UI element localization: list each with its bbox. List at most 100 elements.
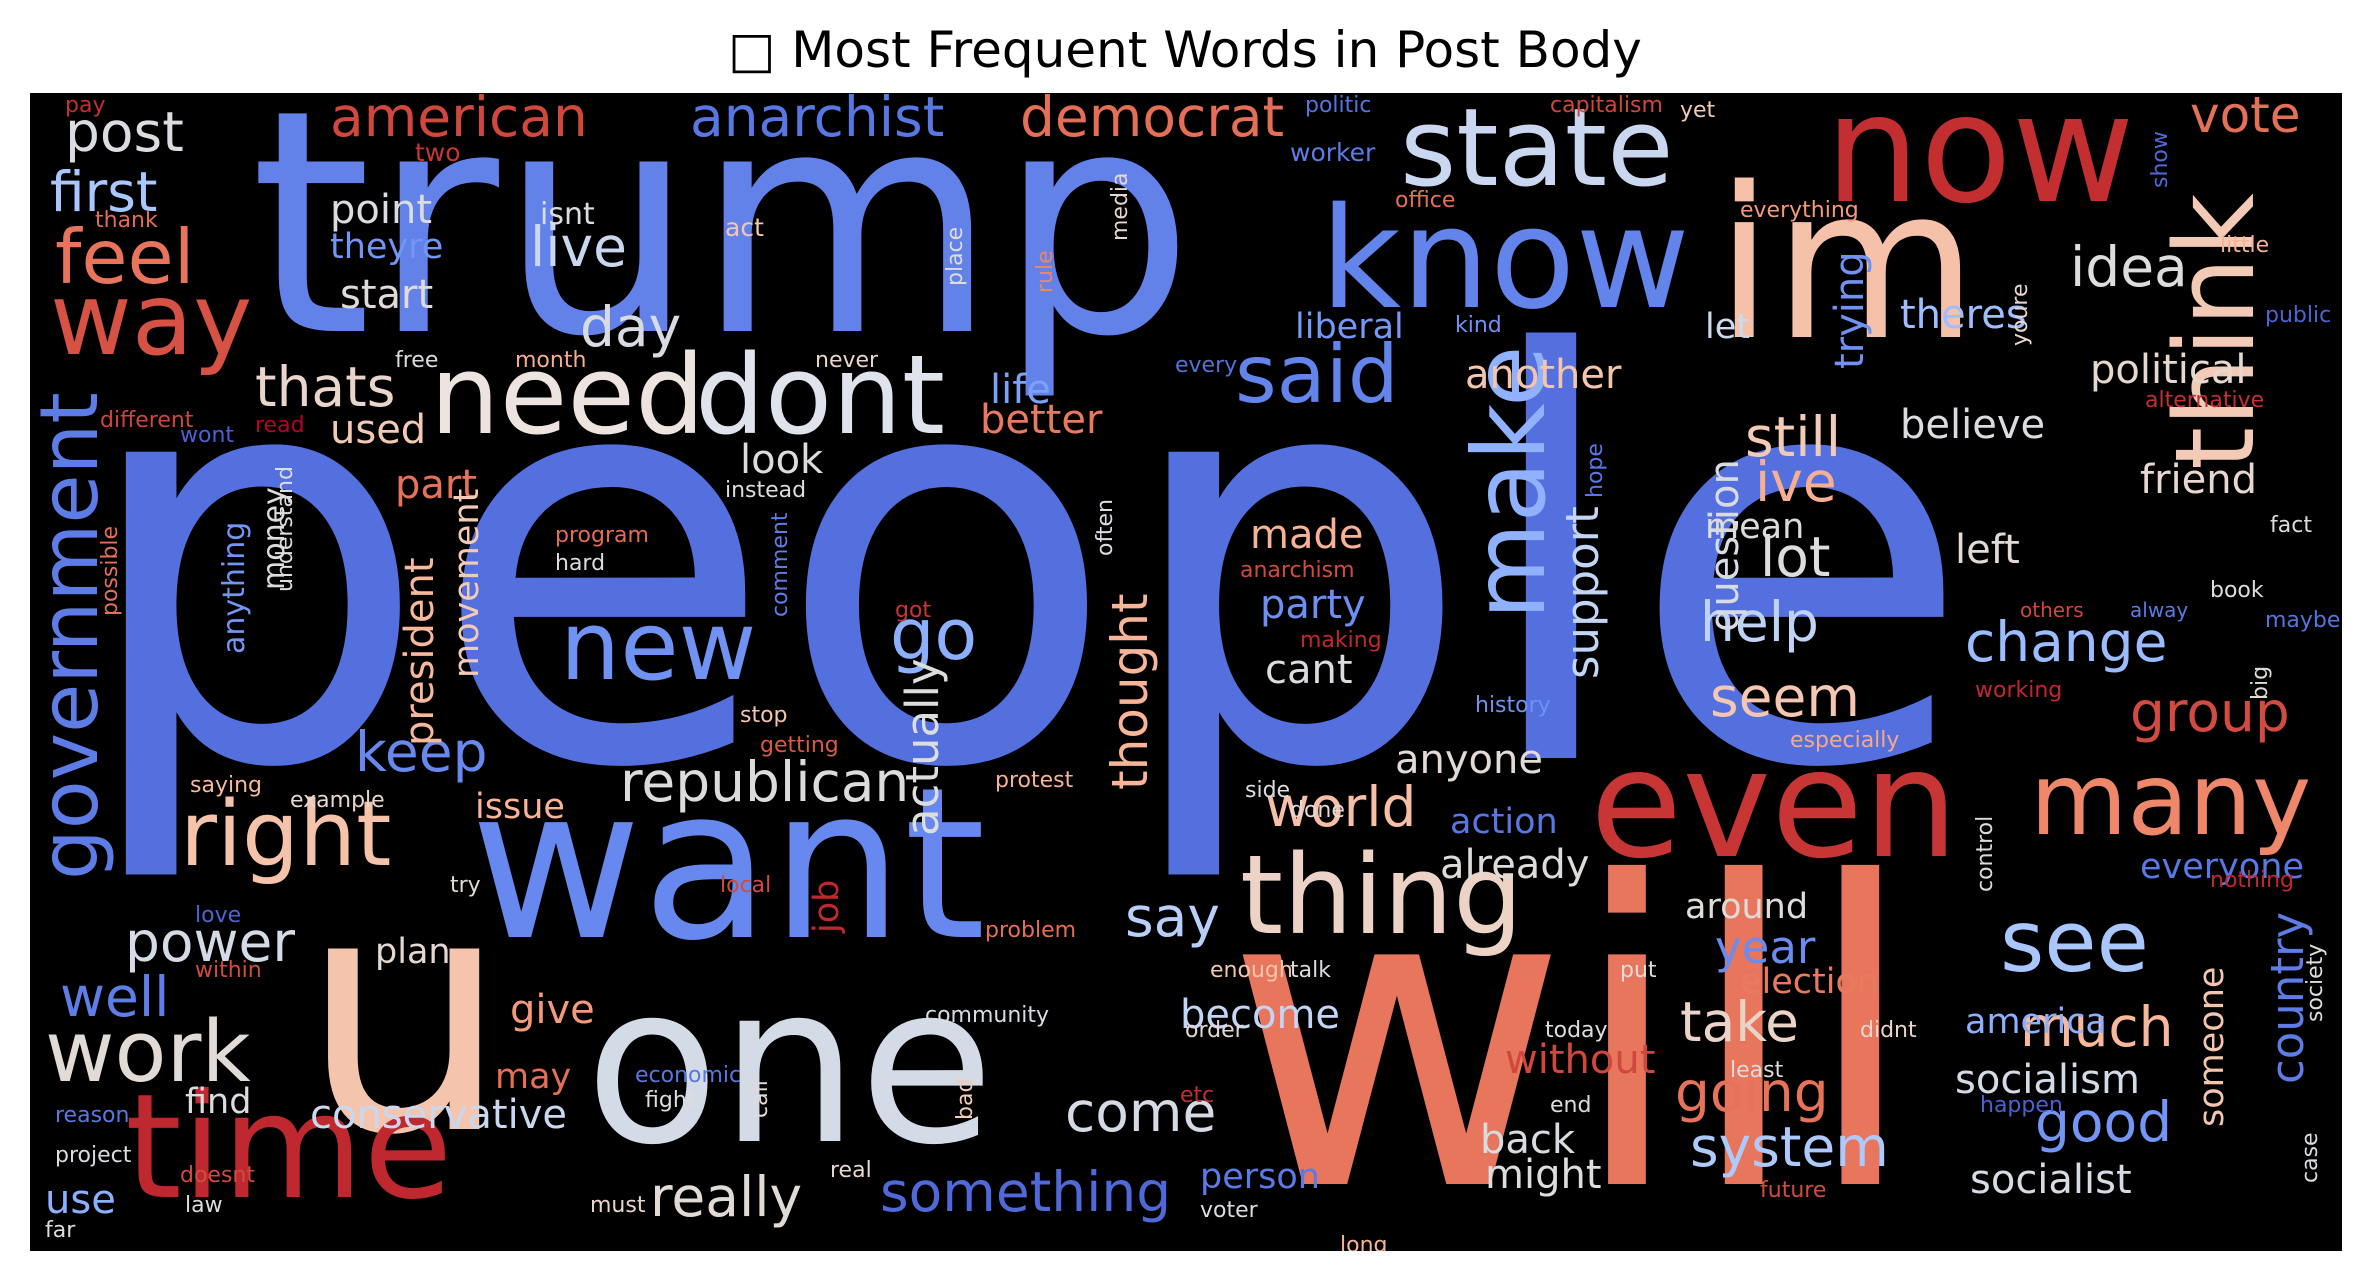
- word-another: another: [1465, 352, 1622, 398]
- word-time: time: [125, 1063, 453, 1232]
- word-happen: happen: [1980, 1093, 2063, 1118]
- word-project: project: [55, 1143, 132, 1168]
- word-american: american: [330, 93, 588, 149]
- word-mean: mean: [1705, 507, 1805, 547]
- word-youre: youre: [2008, 283, 2033, 346]
- word-around: around: [1685, 887, 1809, 927]
- word-state: state: [1400, 93, 1674, 211]
- word-hope: hope: [1583, 442, 1608, 498]
- word-society: society: [2303, 944, 2328, 1023]
- word-socialism: socialism: [1955, 1057, 2140, 1103]
- word-protest: protest: [995, 768, 1074, 793]
- word-already: already: [1440, 842, 1590, 888]
- word-cloud: people trump will u want one im time now know even…: [30, 93, 2342, 1251]
- word-lot: lot: [1760, 525, 1831, 589]
- word-feel: feel: [55, 213, 195, 301]
- word-world: world: [1265, 775, 1417, 839]
- word-thank: thank: [95, 208, 158, 233]
- word-rule: rule: [1033, 250, 1058, 293]
- word-nothing: nothing: [2210, 868, 2294, 893]
- word-will: will: [1225, 795, 1919, 1251]
- word-post: post: [65, 100, 184, 164]
- word-something: something: [880, 1160, 1172, 1224]
- word-let: let: [1705, 307, 1750, 347]
- word-working: working: [1975, 678, 2063, 703]
- word-know: know: [1320, 178, 1690, 341]
- word-public: public: [2265, 303, 2332, 328]
- word-possible: possible: [98, 525, 123, 616]
- word-really: really: [650, 1165, 803, 1229]
- word-person: person: [1200, 1157, 1320, 1197]
- word-hard: hard: [555, 551, 606, 576]
- word-maybe: maybe: [2265, 608, 2341, 633]
- word-way: way: [50, 261, 253, 378]
- word-actually: actually: [896, 658, 949, 836]
- word-dont: dont: [695, 331, 945, 459]
- word-capitalism: capitalism: [1550, 93, 1663, 118]
- word-side: side: [1245, 778, 1291, 803]
- word-voter: voter: [1200, 1198, 1258, 1223]
- word-say: say: [1125, 885, 1220, 949]
- word-others: others: [2020, 598, 2084, 622]
- word-america: america: [1965, 1002, 2107, 1042]
- word-power: power: [125, 910, 295, 974]
- word-little: little: [2220, 233, 2270, 258]
- word-well: well: [60, 965, 170, 1029]
- word-seem: seem: [1710, 665, 1860, 729]
- word-law: law: [185, 1193, 223, 1218]
- word-idea: idea: [2070, 235, 2188, 299]
- word-party: party: [1260, 582, 1366, 628]
- word-read: read: [255, 413, 305, 438]
- word-act: act: [725, 213, 764, 242]
- word-getting: getting: [760, 733, 839, 758]
- word-comment: comment: [768, 512, 793, 618]
- word-program: program: [555, 523, 649, 548]
- word-etc: etc: [1180, 1083, 1215, 1108]
- word-much: much: [2020, 995, 2174, 1059]
- word-far: far: [45, 1218, 76, 1243]
- word-back: back: [1480, 1117, 1576, 1163]
- word-without: without: [1505, 1037, 1656, 1083]
- word-system: system: [1690, 1115, 1889, 1179]
- word-political: political: [2090, 347, 2247, 393]
- word-must: must: [590, 1193, 646, 1218]
- word-friend: friend: [2140, 457, 2257, 503]
- word-work: work: [45, 1003, 251, 1102]
- word-politic: politic: [1305, 93, 1372, 118]
- word-order: order: [1185, 1018, 1244, 1043]
- word-control: control: [1973, 816, 1998, 893]
- word-need: need: [430, 331, 705, 459]
- word-especially: especially: [1790, 728, 1900, 753]
- word-job: job: [807, 879, 847, 933]
- word-part: part: [395, 462, 478, 508]
- word-try: try: [450, 873, 481, 898]
- word-even: even: [1590, 718, 1959, 892]
- word-long: long: [1340, 1233, 1388, 1252]
- word-fight: fight: [645, 1088, 696, 1113]
- word-see: see: [2000, 893, 2149, 992]
- word-media: media: [1108, 172, 1133, 241]
- word-conservative: conservative: [310, 1092, 567, 1138]
- word-instead: instead: [725, 478, 807, 503]
- word-start: start: [340, 272, 434, 318]
- word-least: least: [1730, 1058, 1784, 1083]
- word-election: election: [1740, 962, 1880, 1002]
- word-done: done: [1290, 798, 1345, 823]
- word-give: give: [510, 987, 595, 1033]
- word-democrat: democrat: [1020, 93, 1285, 149]
- word-theres: theres: [1900, 292, 2027, 338]
- word-year: year: [1715, 921, 1816, 974]
- word-ive: ive: [1755, 450, 1837, 514]
- word-look: look: [740, 437, 824, 483]
- word-case: case: [2298, 1132, 2323, 1183]
- word-republican: republican: [620, 750, 910, 814]
- word-someone: someone: [2192, 966, 2232, 1127]
- word-first: first: [50, 160, 158, 224]
- word-want: want: [470, 742, 986, 987]
- word-office: office: [1395, 188, 1456, 213]
- word-place: place: [943, 226, 968, 286]
- word-president: president: [397, 557, 443, 746]
- word-worker: worker: [1290, 138, 1376, 167]
- word-become: become: [1180, 992, 1341, 1038]
- word-problem: problem: [985, 918, 1077, 943]
